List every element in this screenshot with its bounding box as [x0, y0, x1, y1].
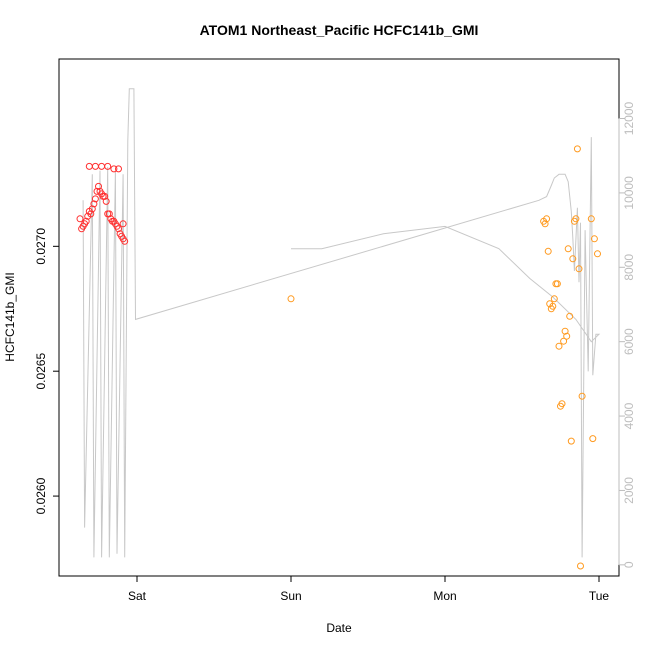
orange-point-16 [563, 332, 571, 340]
y-tick-label-0.0265: 0.0265 [34, 353, 48, 390]
x-axis-label: Date [326, 621, 352, 635]
red-point-25 [115, 225, 122, 233]
orange-point-3 [543, 215, 551, 223]
red-point-0 [76, 215, 84, 223]
red-point-10 [91, 195, 99, 203]
y-axis: 0.0260 0.0265 0.0270 [34, 228, 60, 514]
x-axis: Sat Sun Mon Tue [128, 575, 610, 603]
orange-point-20 [569, 255, 577, 263]
orange-point-19 [567, 437, 575, 445]
orange-point-13 [558, 400, 566, 408]
y2-axis: 0 2000 4000 6000 8000 10000 12000 [618, 102, 636, 568]
chart-title: ATOM1 Northeast_Pacific HCFC141b_GMI [200, 22, 479, 38]
y-tick-label-0.0260: 0.0260 [34, 477, 48, 514]
y2-tick-label-10000: 10000 [622, 176, 636, 210]
y2-tick-label-2000: 2000 [622, 477, 636, 504]
orange-point-14 [560, 337, 568, 345]
red-point-31 [91, 162, 99, 170]
orange-point-23 [573, 145, 581, 153]
red-point-7 [87, 210, 95, 218]
red-point-19 [105, 210, 113, 218]
red-point-8 [88, 205, 96, 213]
red-point-32 [98, 162, 106, 170]
orange-point-15 [561, 327, 569, 335]
red-point-30 [85, 162, 93, 170]
orange-point-27 [587, 215, 595, 223]
y-axis-label: HCFC141b_GMI [3, 272, 17, 361]
orange-point-0 [287, 295, 295, 303]
orange-point-25 [577, 562, 584, 570]
data-points [76, 145, 601, 570]
y2-tick-label-0: 0 [622, 561, 636, 568]
orange-point-26 [578, 392, 586, 400]
orange-point-22 [572, 215, 580, 223]
y-tick-label-0.0270: 0.0270 [34, 228, 48, 265]
red-point-16 [101, 192, 109, 200]
y2-tick-label-4000: 4000 [622, 402, 636, 429]
y2-tick-label-6000: 6000 [622, 328, 636, 355]
orange-point-30 [594, 250, 601, 258]
orange-point-7 [549, 302, 557, 310]
orange-point-29 [590, 235, 598, 243]
orange-point-17 [564, 245, 572, 253]
y2-tick-label-8000: 8000 [622, 254, 636, 281]
orange-point-28 [589, 435, 597, 443]
red-point-35 [115, 165, 122, 173]
red-point-12 [95, 182, 102, 190]
red-point-33 [104, 162, 112, 170]
x-tick-label-sun: Sun [280, 589, 301, 603]
red-point-17 [102, 197, 110, 205]
red-point-34 [110, 165, 118, 173]
x-tick-label-mon: Mon [433, 589, 456, 603]
orange-point-18 [566, 312, 574, 320]
red-point-9 [90, 200, 98, 208]
red-point-4 [82, 217, 90, 225]
x-tick-label-sat: Sat [128, 589, 147, 603]
orange-point-24 [575, 265, 583, 273]
orange-point-10 [553, 280, 561, 288]
altitude-line [82, 88, 601, 558]
y2-tick-label-12000: 12000 [622, 102, 636, 136]
red-point-36 [119, 220, 127, 228]
altitude-series [82, 88, 601, 558]
orange-point-2 [541, 220, 549, 228]
orange-point-8 [550, 295, 558, 303]
orange-point-11 [555, 342, 563, 350]
orange-point-4 [544, 247, 552, 255]
red-point-29 [121, 237, 129, 245]
x-tick-label-tue: Tue [589, 589, 610, 603]
